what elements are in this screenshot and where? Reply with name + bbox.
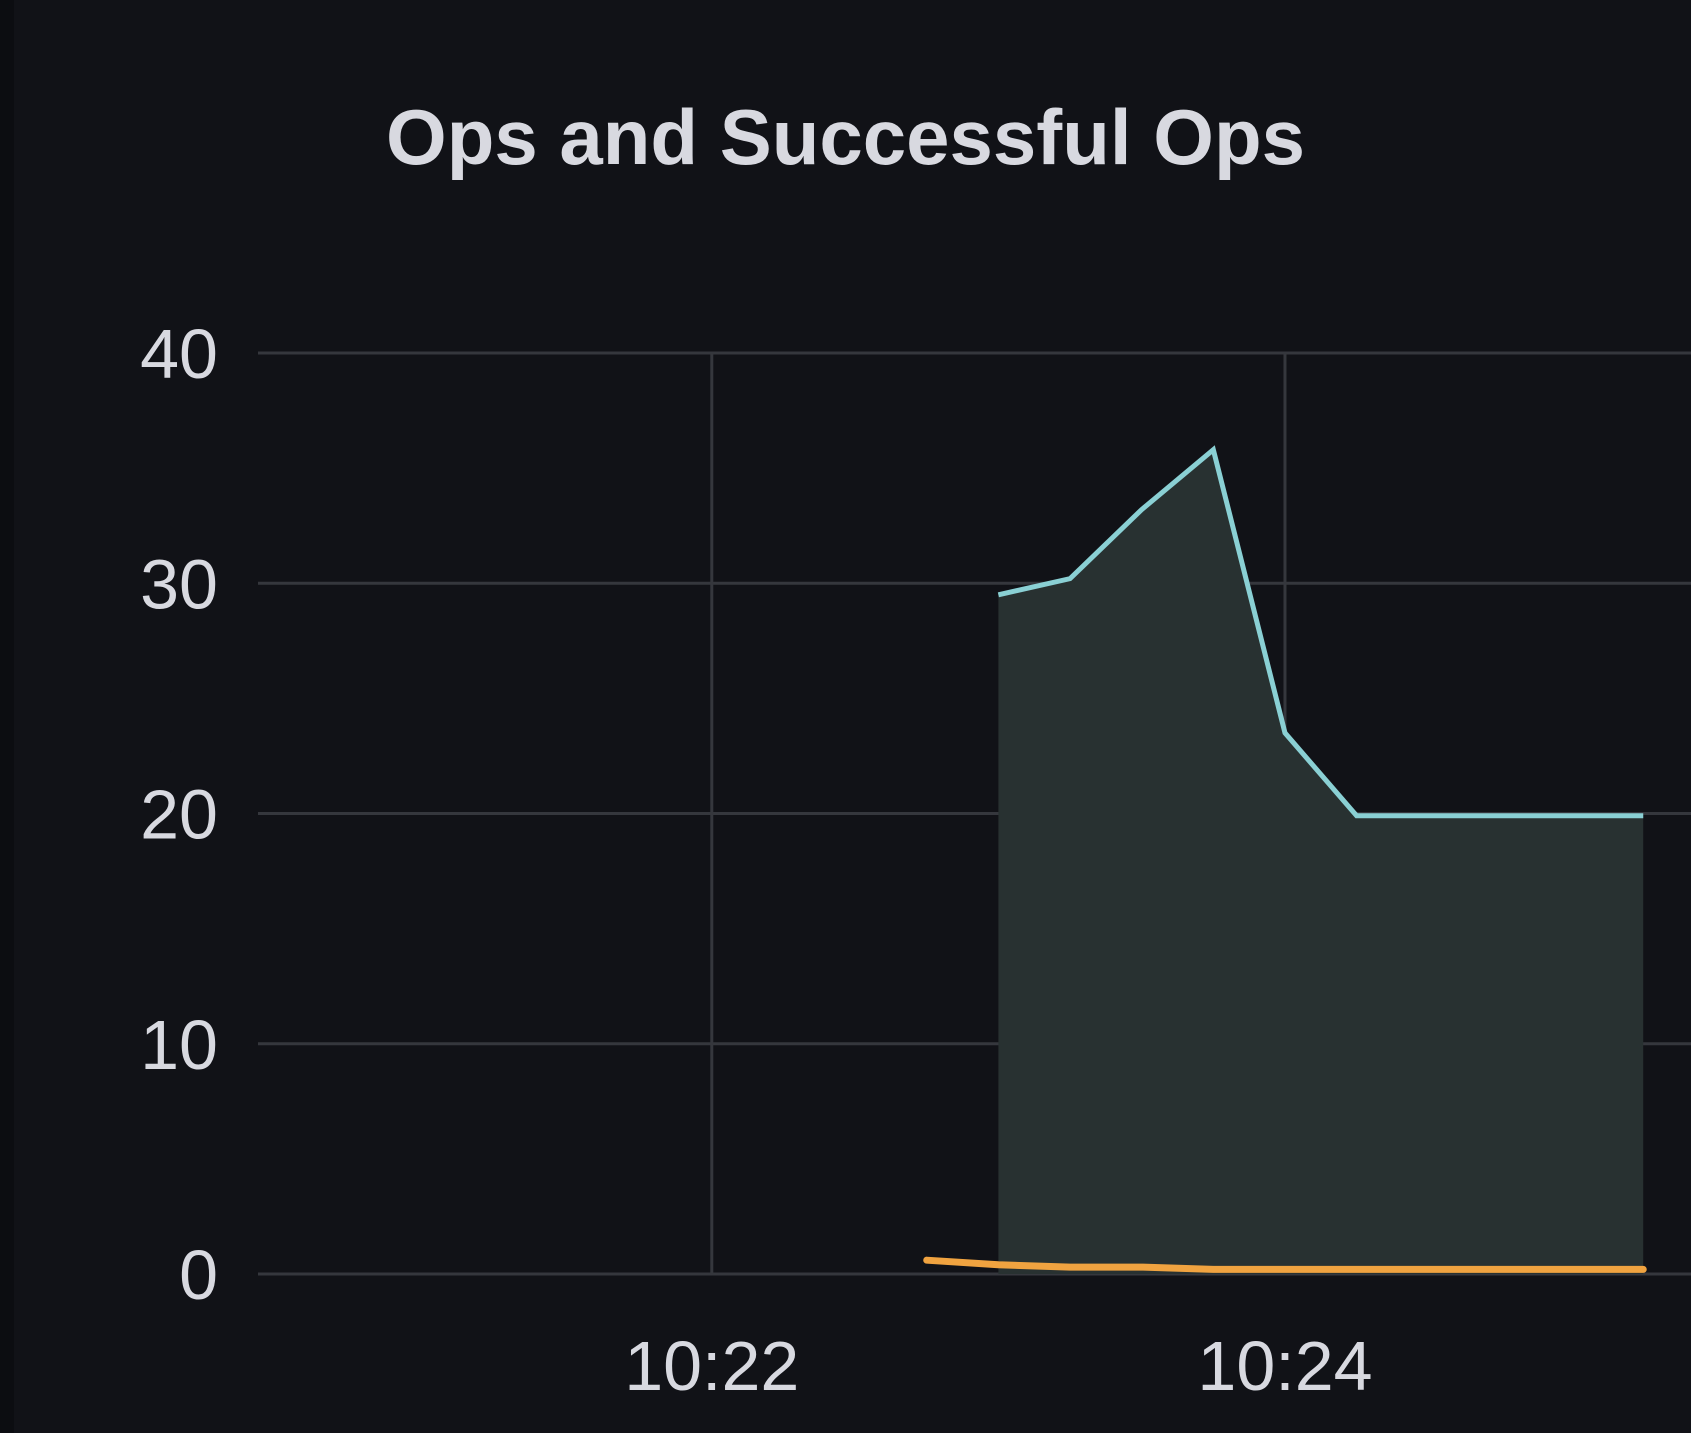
x-tick-label: 10:24	[1197, 1327, 1372, 1405]
y-tick-label: 30	[140, 545, 218, 623]
y-tick-label: 10	[140, 1006, 218, 1084]
y-axis-ticks: 0 10 20 30 40	[140, 315, 218, 1314]
successful-ops-series-line	[923, 1256, 1647, 1273]
y-tick-label: 20	[140, 776, 218, 854]
line-layer	[923, 445, 1647, 1273]
area-layer	[998, 449, 1644, 1275]
panel-edge	[0, 0, 14, 1433]
y-tick-label: 0	[179, 1236, 218, 1314]
x-tick-label: 10:22	[624, 1327, 799, 1405]
y-tick-label: 40	[140, 315, 218, 393]
panel-title: Ops and Successful Ops	[386, 93, 1305, 181]
ops-area-fill	[998, 449, 1644, 1275]
x-axis-ticks: 10:22 10:24	[624, 1327, 1372, 1405]
